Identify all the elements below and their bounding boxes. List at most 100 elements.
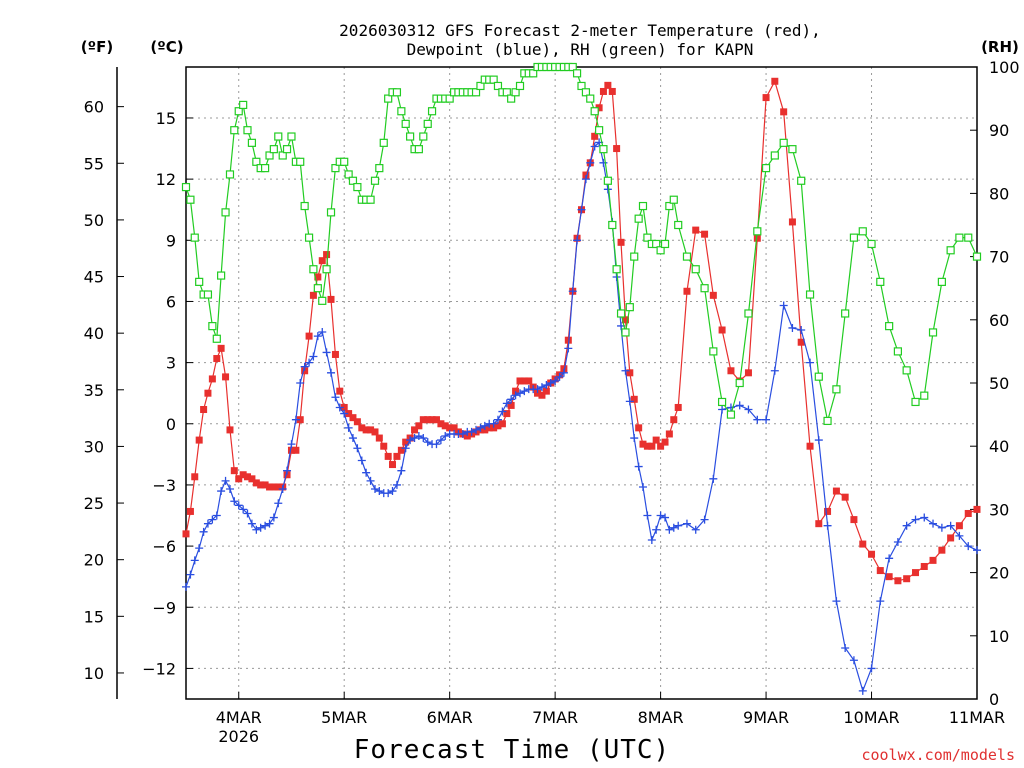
data-point	[502, 399, 511, 408]
data-point	[779, 301, 788, 310]
x-tick-label: 7MAR	[532, 708, 578, 727]
data-point	[313, 284, 322, 293]
data-point	[876, 277, 885, 286]
chart-title-line2: Dewpoint (blue), RH (green) for KAPN	[407, 40, 754, 59]
data-point	[304, 233, 314, 242]
x-tick-label: 6MAR	[427, 708, 473, 727]
data-point	[423, 119, 432, 128]
data-point	[841, 493, 849, 501]
data-point	[402, 438, 410, 446]
data-point	[248, 475, 256, 483]
data-point	[208, 515, 217, 524]
data-point	[946, 246, 955, 255]
data-point	[278, 485, 287, 494]
data-point	[700, 515, 709, 524]
data-point	[652, 525, 661, 534]
data-point	[225, 485, 234, 494]
f-tick-label: 35	[84, 381, 104, 400]
data-point	[761, 164, 771, 173]
data-point	[682, 519, 691, 528]
data-point	[432, 416, 440, 424]
data-point	[770, 151, 779, 160]
data-point	[660, 239, 670, 249]
data-point	[634, 462, 643, 471]
data-point	[414, 432, 423, 441]
data-point	[603, 176, 612, 185]
data-point	[476, 423, 485, 432]
data-point	[397, 446, 405, 454]
data-point	[849, 233, 859, 242]
data-point	[257, 481, 265, 489]
data-point	[265, 151, 274, 160]
data-point	[493, 81, 503, 91]
data-point	[929, 556, 937, 564]
data-point	[239, 505, 248, 514]
data-point	[938, 546, 946, 554]
data-point	[340, 403, 348, 411]
data-point	[358, 424, 366, 432]
data-point	[401, 444, 410, 453]
data-point	[204, 389, 212, 397]
data-point	[419, 416, 427, 424]
data-point	[630, 252, 639, 261]
data-point	[647, 535, 656, 544]
data-point	[203, 290, 213, 299]
data-point	[327, 368, 336, 377]
series-line	[185, 79, 978, 582]
data-point	[929, 519, 938, 528]
rh-tick-label: 30	[989, 500, 1009, 519]
data-point	[608, 220, 617, 230]
data-point	[661, 513, 670, 522]
data-point	[709, 291, 717, 299]
data-point	[278, 151, 287, 160]
f-tick-label: 15	[84, 607, 104, 626]
data-point	[287, 132, 296, 141]
data-point	[643, 511, 652, 520]
data-point	[511, 391, 520, 400]
data-point	[797, 176, 806, 185]
data-point	[893, 347, 903, 356]
data-point	[217, 271, 226, 280]
data-point	[577, 81, 586, 91]
data-point	[709, 347, 718, 356]
data-point	[674, 220, 683, 230]
data-point	[309, 291, 317, 299]
data-point	[937, 277, 946, 286]
data-point	[314, 273, 322, 281]
c-tick-label: −3	[152, 476, 176, 495]
data-point	[670, 416, 678, 424]
data-point	[507, 395, 516, 404]
data-point	[212, 511, 221, 520]
data-point	[568, 62, 577, 72]
data-point	[375, 487, 384, 496]
data-point	[226, 426, 234, 434]
data-point	[744, 405, 753, 414]
data-point	[195, 544, 204, 553]
data-point	[323, 251, 331, 259]
data-point	[586, 158, 595, 167]
data-point	[595, 126, 604, 135]
data-point	[340, 409, 349, 418]
data-point	[313, 332, 322, 341]
data-point	[823, 521, 832, 530]
data-point	[344, 170, 353, 179]
data-point	[489, 75, 498, 84]
data-point	[753, 227, 762, 236]
data-point	[432, 440, 441, 449]
data-point	[450, 424, 458, 432]
data-point	[972, 252, 982, 261]
data-point	[920, 391, 929, 400]
data-point	[616, 309, 626, 318]
data-point	[586, 94, 595, 103]
data-point	[538, 391, 546, 399]
data-point	[638, 482, 647, 491]
c-tick-label: −9	[152, 598, 176, 617]
data-point	[235, 475, 243, 483]
data-point	[599, 158, 608, 167]
data-point	[270, 483, 278, 491]
data-point	[261, 481, 269, 489]
data-point	[511, 88, 520, 97]
c-tick-label: 12	[156, 170, 176, 189]
data-point	[191, 473, 199, 481]
data-point	[534, 389, 542, 397]
